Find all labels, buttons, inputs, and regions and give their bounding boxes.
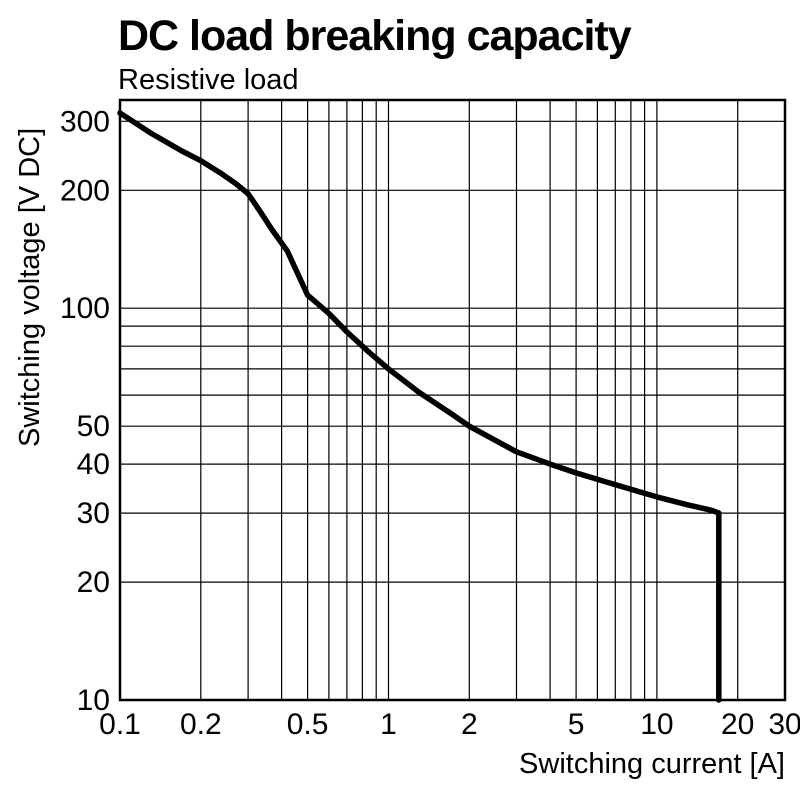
y-tick-label: 300 [60,105,110,138]
x-tick-labels: 0.1 0.2 0.5 1 2 5 10 20 30 [99,708,800,741]
x-axis-label: Switching current [A] [519,748,785,780]
x-tick-label: 30 [768,708,800,741]
y-axis-label: Switching voltage [V DC] [14,127,46,447]
x-tick-label: 0.2 [180,708,222,741]
y-tick-label: 40 [77,448,110,481]
y-tick-labels: 300 200 100 50 40 30 20 10 [60,105,110,717]
x-tick-label: 0.1 [99,708,141,741]
y-tick-label: 30 [77,497,110,530]
y-tick-label: 20 [77,566,110,599]
y-tick-label: 100 [60,292,110,325]
y-tick-label: 10 [77,684,110,717]
x-tick-label: 10 [640,708,673,741]
x-tick-label: 0.5 [287,708,329,741]
x-tick-label: 1 [380,708,397,741]
gridlines [120,100,785,700]
series-curve [117,110,722,703]
y-tick-label: 200 [60,174,110,207]
y-tick-label: 50 [77,410,110,443]
x-tick-label: 20 [721,708,754,741]
chart-subtitle: Resistive load [118,64,299,96]
x-tick-label: 2 [461,708,478,741]
plot-frame [118,98,787,702]
x-tick-label: 5 [568,708,585,741]
chart-title: DC load breaking capacity [118,12,632,60]
